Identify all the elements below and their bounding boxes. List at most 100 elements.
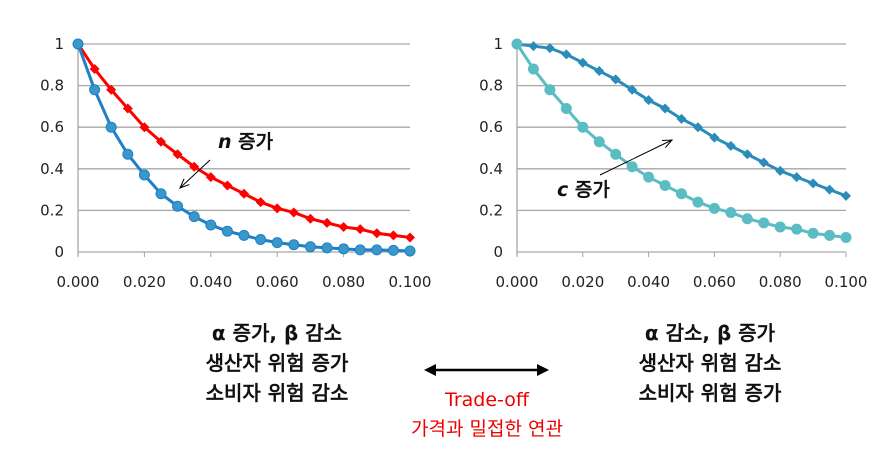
data-point-light-teal bbox=[610, 148, 622, 160]
data-point-blue bbox=[138, 169, 150, 181]
data-point-dark-teal bbox=[528, 41, 539, 52]
data-point-blue bbox=[371, 244, 383, 256]
data-point-red bbox=[272, 203, 283, 214]
left-line-1: α 증가, β 감소 bbox=[211, 321, 343, 345]
arrowhead bbox=[179, 178, 190, 189]
data-point-light-teal bbox=[725, 206, 737, 218]
data-point-light-teal bbox=[643, 171, 655, 183]
data-point-dark-teal bbox=[709, 132, 720, 143]
data-point-red bbox=[405, 232, 415, 243]
y-tick-label: 0 bbox=[493, 243, 503, 261]
data-point-dark-teal bbox=[791, 172, 802, 183]
x-tick-label: 0.080 bbox=[322, 273, 365, 291]
y-tick-label: 0 bbox=[54, 243, 64, 261]
price-relation-label: 가격과 밀접한 연관 bbox=[411, 418, 563, 440]
y-tick-label: 0.8 bbox=[40, 77, 64, 95]
data-point-dark-teal bbox=[775, 165, 786, 176]
tradeoff-note: Trade-off 가격과 밀접한 연관 bbox=[367, 386, 607, 444]
data-point-dark-teal bbox=[561, 49, 572, 60]
data-point-dark-teal bbox=[660, 103, 671, 114]
data-point-red bbox=[355, 224, 366, 235]
data-point-light-teal bbox=[840, 231, 852, 243]
annotation-arrow bbox=[179, 159, 211, 189]
data-point-dark-teal bbox=[725, 140, 736, 151]
x-tick-label: 0.000 bbox=[496, 273, 539, 291]
data-point-red bbox=[255, 197, 266, 208]
y-tick-label: 0.4 bbox=[479, 160, 503, 178]
right-line-3: 소비자 위험 증가 bbox=[638, 381, 782, 405]
annotation-arrow bbox=[599, 139, 673, 176]
x-tick-label: 0.100 bbox=[825, 273, 868, 291]
data-point-blue bbox=[387, 244, 399, 256]
y-tick-label: 0.4 bbox=[40, 160, 64, 178]
data-point-dark-teal bbox=[692, 122, 703, 133]
data-point-blue bbox=[221, 225, 233, 237]
data-point-light-teal bbox=[676, 188, 687, 200]
y-tick-label: 0.6 bbox=[479, 118, 503, 136]
x-tick-label: 0.060 bbox=[693, 273, 736, 291]
data-point-dark-teal bbox=[808, 178, 819, 189]
data-point-red bbox=[139, 122, 150, 133]
arrowhead bbox=[661, 139, 674, 148]
y-tick-label: 1 bbox=[54, 35, 64, 53]
data-point-red bbox=[322, 217, 332, 228]
chart-left: 0 0.2 0.4 0.6 0.8 1 0.000 0.020 0.040 0.060 0.080 0… bbox=[40, 35, 431, 291]
data-point-light-teal bbox=[577, 121, 589, 133]
data-point-red bbox=[288, 207, 299, 218]
data-point-red bbox=[222, 180, 233, 191]
annotation-variable: c bbox=[557, 179, 575, 201]
data-point-light-teal bbox=[741, 213, 753, 225]
data-point-dark-teal bbox=[643, 95, 654, 106]
tradeoff-label: Trade-off bbox=[445, 389, 529, 411]
data-point-red bbox=[371, 228, 382, 239]
data-point-red bbox=[106, 84, 117, 95]
data-point-light-teal bbox=[544, 84, 556, 96]
data-point-dark-teal bbox=[841, 190, 851, 201]
data-point-red bbox=[89, 63, 100, 74]
data-point-blue bbox=[105, 121, 117, 133]
data-point-blue bbox=[72, 38, 84, 50]
data-point-dark-teal bbox=[577, 57, 588, 68]
data-point-dark-teal bbox=[824, 184, 835, 195]
data-point-light-teal bbox=[791, 223, 803, 235]
double-arrow bbox=[424, 364, 549, 376]
data-point-red bbox=[172, 149, 183, 160]
x-tick-label: 0.040 bbox=[627, 273, 670, 291]
data-point-light-teal bbox=[758, 217, 770, 229]
data-point-blue bbox=[89, 84, 101, 96]
data-point-dark-teal bbox=[544, 43, 555, 54]
annotation-variable: n bbox=[218, 131, 238, 153]
y-tick-label: 1 bbox=[493, 35, 503, 53]
data-point-light-teal bbox=[659, 179, 671, 191]
annotation-text: 증가 bbox=[575, 179, 610, 201]
data-point-dark-teal bbox=[594, 66, 605, 77]
left-line-3: 소비자 위험 감소 bbox=[205, 381, 349, 405]
left-summary: α 증가, β 감소 생산자 위험 증가 소비자 위험 감소 bbox=[147, 318, 407, 408]
data-point-dark-teal bbox=[742, 149, 753, 160]
data-point-red bbox=[388, 230, 399, 241]
data-point-red bbox=[189, 161, 200, 172]
y-tick-label: 0.6 bbox=[40, 118, 64, 136]
data-point-light-teal bbox=[708, 202, 720, 214]
data-point-blue bbox=[404, 245, 416, 257]
data-point-blue bbox=[255, 234, 267, 246]
data-point-light-teal bbox=[692, 196, 704, 208]
data-point-red bbox=[122, 103, 133, 114]
data-point-light-teal bbox=[824, 229, 836, 241]
x-tick-label: 0.040 bbox=[189, 273, 232, 291]
data-point-blue bbox=[288, 239, 300, 251]
x-tick-label: 0.060 bbox=[256, 273, 299, 291]
data-point-light-teal bbox=[560, 102, 572, 114]
data-point-blue bbox=[304, 241, 316, 253]
data-point-blue bbox=[321, 242, 333, 254]
annotation-text: 증가 bbox=[238, 131, 273, 153]
x-tick-label: 0.020 bbox=[123, 273, 166, 291]
data-point-red bbox=[156, 136, 166, 147]
data-point-light-teal bbox=[774, 221, 786, 233]
data-point-light-teal bbox=[593, 136, 605, 148]
annotation-label: c 증가 bbox=[557, 179, 610, 201]
data-point-blue bbox=[271, 237, 283, 249]
data-point-red bbox=[338, 222, 349, 233]
data-point-red bbox=[205, 172, 216, 183]
